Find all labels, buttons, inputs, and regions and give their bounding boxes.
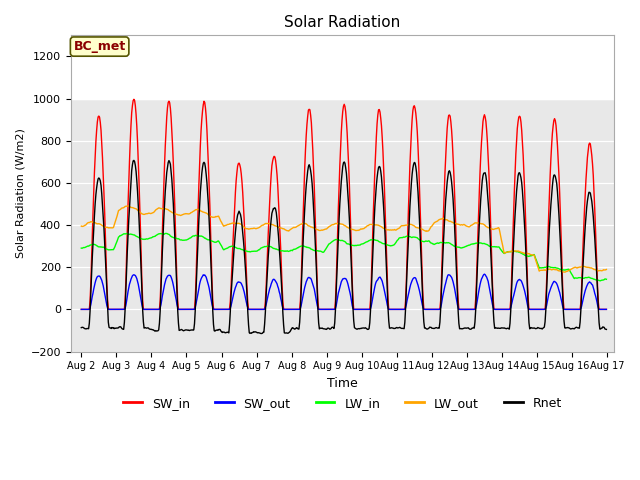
Y-axis label: Solar Radiation (W/m2): Solar Radiation (W/m2) — [15, 129, 25, 258]
Bar — [71, 36, 614, 98]
X-axis label: Time: Time — [327, 377, 358, 390]
Text: BC_met: BC_met — [74, 40, 125, 53]
Title: Solar Radiation: Solar Radiation — [284, 15, 401, 30]
Legend: SW_in, SW_out, LW_in, LW_out, Rnet: SW_in, SW_out, LW_in, LW_out, Rnet — [118, 392, 567, 415]
